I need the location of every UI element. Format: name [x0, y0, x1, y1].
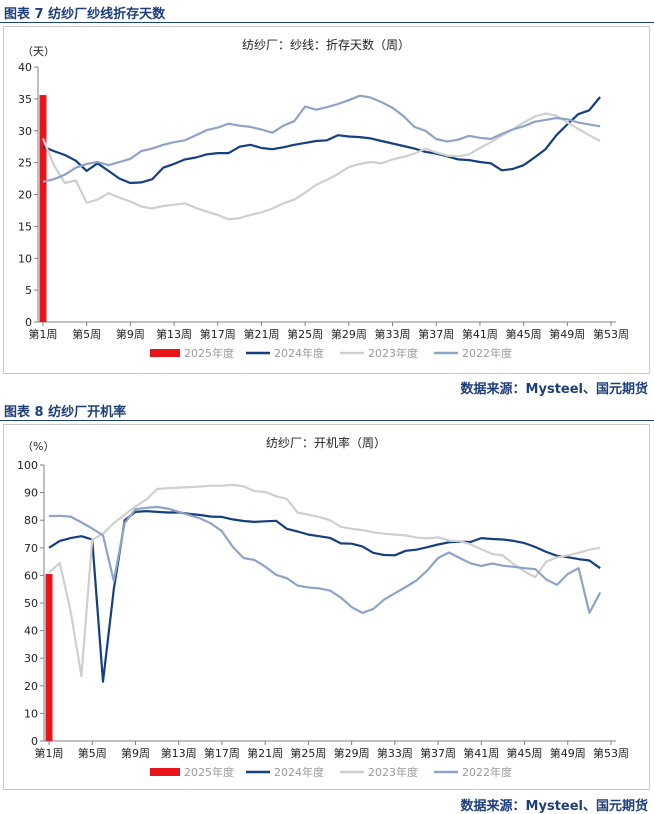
y-tick-label: 50: [24, 597, 38, 610]
x-tick-label: 第9周: [116, 327, 145, 341]
chart-title: 纺纱厂：纱线：折存天数（周）: [242, 37, 410, 52]
y-tick-label: 35: [18, 93, 32, 106]
legend-swatch-2025: [150, 349, 180, 357]
x-tick-label: 第33周: [375, 327, 411, 341]
x-tick-label: 第37周: [418, 327, 454, 341]
x-tick-label: 第25周: [290, 746, 326, 760]
figure-8-title: 图表 8 纺纱厂开机率: [4, 405, 127, 420]
legend-label-2022: 2022年度: [462, 765, 512, 779]
y-tick-label: 40: [24, 625, 38, 638]
figure-7-source: 数据来源：Mysteel、国元期货: [460, 382, 648, 397]
chart-2-panel: 纺纱厂：开机率（周） （%） 0 10 20 30 40 50 60 70 80 90 100 第1周 第5…: [3, 424, 650, 790]
y-tick-label: 30: [24, 652, 38, 665]
chart-title: 纺纱厂：开机率（周）: [266, 435, 386, 450]
y-tick-label: 5: [25, 284, 32, 297]
chart-1-svg: 纺纱厂：纱线：折存天数（周） （天） 0 5 10 15 20 25 30 35 40 第1周 第5周 第…: [18, 37, 629, 360]
series-line-2024: [48, 510, 601, 683]
x-tick-label: 第1周: [35, 746, 64, 760]
x-tick-label: 第45周: [506, 327, 542, 341]
x-tick-label: 第17周: [200, 327, 236, 341]
x-tick-label: 第37周: [420, 746, 456, 760]
y-tick-label: 15: [18, 220, 32, 233]
series-line-2022: [42, 94, 601, 183]
x-tick-label: 第25周: [287, 327, 323, 341]
y-tick-label: 20: [18, 189, 32, 202]
y-tick-label: 100: [17, 459, 38, 472]
x-tick-label: 第17周: [204, 746, 240, 760]
legend-label-2023: 2023年度: [368, 346, 418, 360]
x-tick-label: 第41周: [463, 746, 499, 760]
legend-label-2022: 2022年度: [462, 346, 512, 360]
x-tick-label: 第21周: [243, 327, 279, 341]
legend-label-2025: 2025年度: [184, 765, 234, 779]
series-line-2023: [48, 483, 601, 678]
x-tick-label: 第49周: [549, 327, 585, 341]
y-tick-label: 70: [24, 542, 38, 555]
x-tick-label: 第5周: [78, 746, 107, 760]
figure-8-source: 数据来源：Mysteel、国元期货: [460, 799, 648, 814]
y-tick-label: 30: [18, 125, 32, 138]
chart-1-panel: 纺纱厂：纱线：折存天数（周） （天） 0 5 10 15 20 25 30 35 40 第1周 第5周 第…: [3, 26, 650, 374]
x-tick-label: 第33周: [377, 746, 413, 760]
figure-7-title: 图表 7 纺纱厂纱线折存天数: [4, 7, 166, 22]
x-tick-label: 第53周: [593, 746, 629, 760]
y-tick-label: 0: [25, 316, 32, 329]
x-tick-label: 第21周: [247, 746, 283, 760]
y-tick-label: 20: [24, 680, 38, 693]
x-tick-label: 第45周: [507, 746, 543, 760]
y-tick-label: 60: [24, 569, 38, 582]
legend-swatch-2025: [150, 768, 180, 776]
bar-2025: [45, 574, 53, 741]
y-tick-label: 80: [24, 514, 38, 527]
legend-label-2023: 2023年度: [368, 765, 418, 779]
legend-label-2024: 2024年度: [274, 346, 324, 360]
y-tick-label: 90: [24, 487, 38, 500]
y-axis-unit-label: （%）: [22, 440, 54, 453]
y-tick-label: 0: [31, 735, 38, 748]
y-tick-label: 10: [24, 707, 38, 720]
x-tick-label: 第49周: [550, 746, 586, 760]
series-line-2022: [48, 505, 602, 614]
y-axis-unit-label: （天）: [22, 45, 55, 58]
x-tick-label: 第13周: [161, 746, 197, 760]
x-tick-label: 第29周: [331, 327, 367, 341]
y-tick-label: 40: [18, 61, 32, 74]
x-tick-label: 第13周: [156, 327, 192, 341]
x-tick-label: 第1周: [29, 327, 58, 341]
x-tick-label: 第41周: [462, 327, 498, 341]
figure-8-title-rule: [0, 420, 654, 421]
legend-label-2024: 2024年度: [274, 765, 324, 779]
x-tick-label: 第9周: [121, 746, 150, 760]
x-tick-label: 第5周: [72, 327, 101, 341]
x-tick-label: 第53周: [593, 327, 629, 341]
series-line-2024: [42, 96, 601, 185]
legend-label-2025: 2025年度: [184, 346, 234, 360]
y-tick-label: 25: [18, 157, 32, 170]
bar-2025: [39, 95, 47, 322]
y-tick-label: 10: [18, 252, 32, 265]
figure-7-title-rule: [0, 22, 654, 23]
x-tick-label: 第29周: [334, 746, 370, 760]
